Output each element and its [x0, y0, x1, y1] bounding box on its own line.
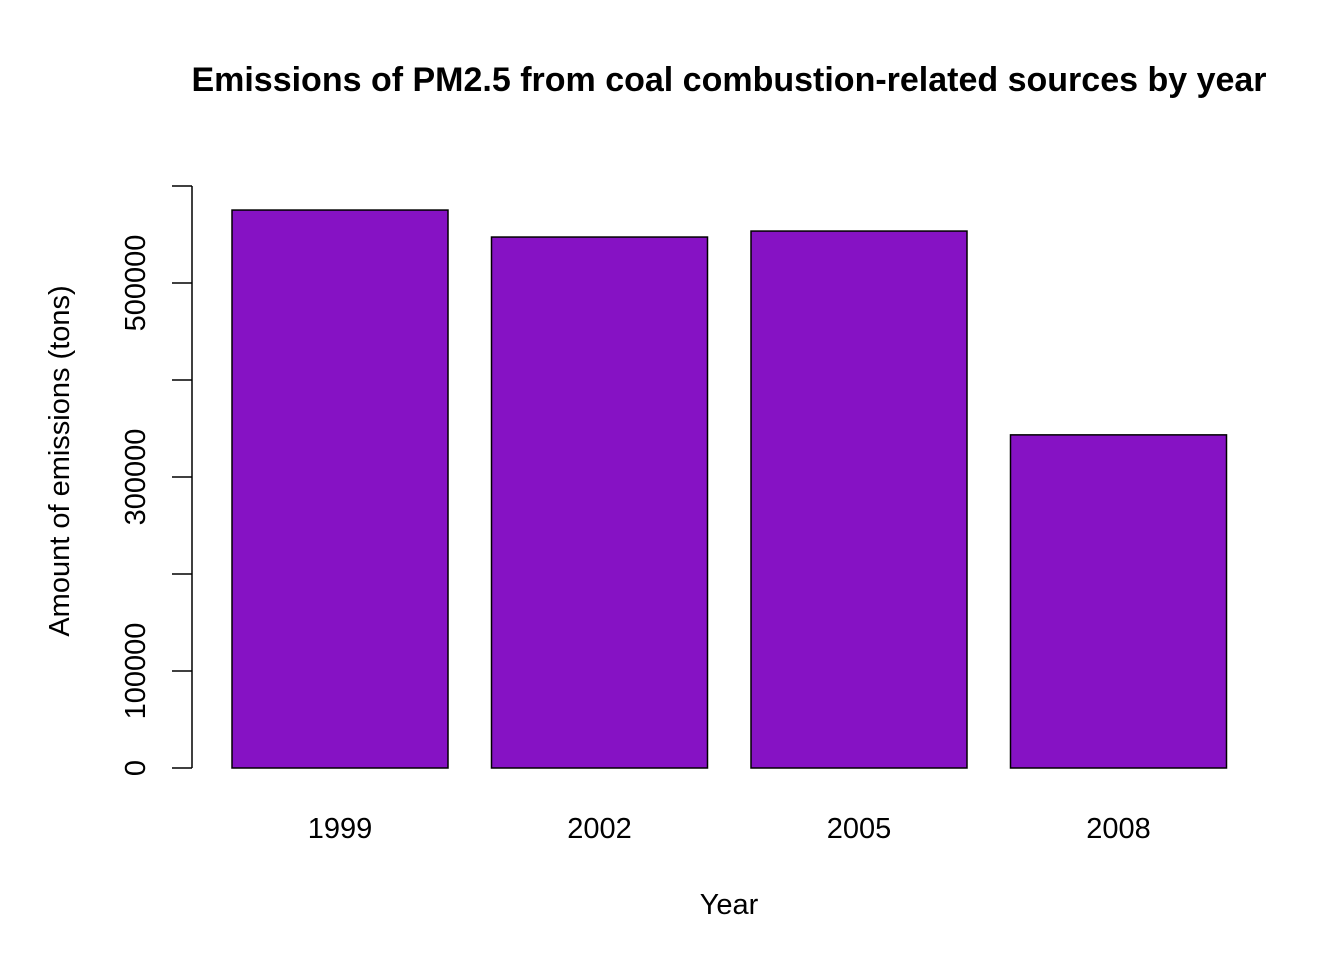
x-tick-label: 1999	[308, 813, 373, 845]
y-axis-label: Amount of emissions (tons)	[44, 285, 76, 636]
bar-1999	[231, 209, 449, 769]
chart-title: Emissions of PM2.5 from coal combustion-…	[191, 61, 1266, 99]
bar-2005	[750, 230, 968, 769]
bars	[231, 209, 1228, 769]
x-axis-label: Year	[700, 889, 759, 921]
y-tick-label: 500000	[120, 235, 152, 332]
x-tick-labels: 1999 2002 2005 2008	[308, 813, 1151, 845]
y-tick-label: 300000	[120, 429, 152, 526]
x-tick-label: 2008	[1086, 813, 1151, 845]
bar-2008	[1009, 434, 1228, 769]
y-axis: 0 100000 300000 500000	[120, 185, 193, 776]
y-tick-label: 100000	[120, 623, 152, 720]
y-ticks: 0 100000 300000 500000	[120, 185, 192, 776]
y-tick-label: 0	[120, 760, 152, 776]
bar-2002	[490, 236, 709, 769]
x-tick-label: 2002	[567, 813, 632, 845]
x-tick-label: 2005	[827, 813, 892, 845]
